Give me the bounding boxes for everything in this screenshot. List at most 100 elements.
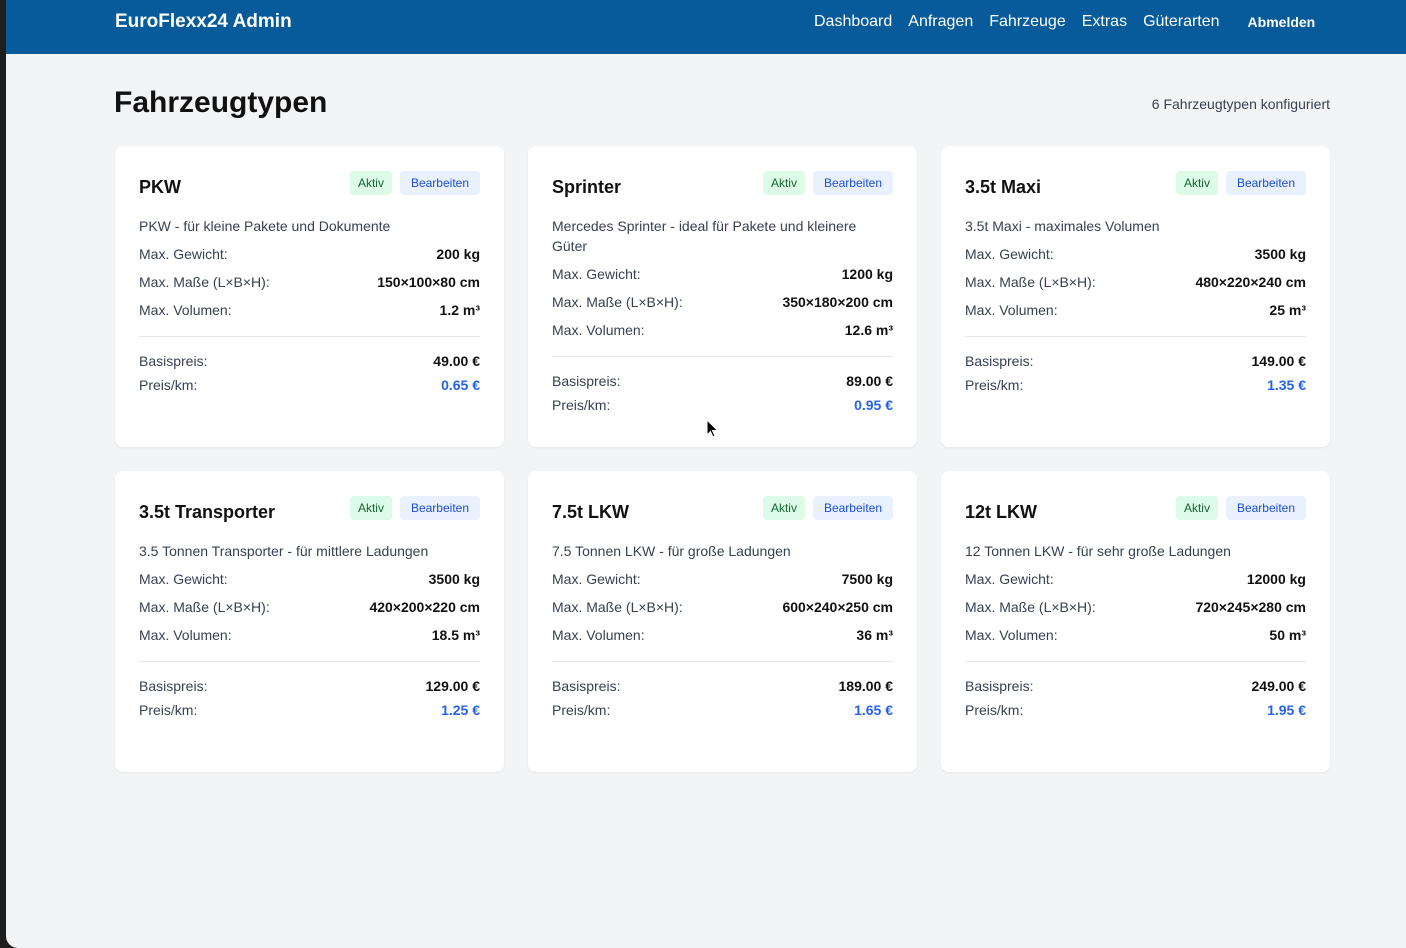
dimensions-label: Max. Maße (L×B×H): <box>965 274 1096 290</box>
divider <box>139 336 480 337</box>
edit-button[interactable]: Bearbeiten <box>399 496 480 520</box>
volume-value: 1.2 m³ <box>439 302 480 318</box>
dimensions-value: 480×220×240 cm <box>1195 274 1306 290</box>
vehicle-grid: PKW Aktiv Bearbeiten PKW - für kleine Pa… <box>115 146 1330 772</box>
vehicle-name: Sprinter <box>552 176 622 197</box>
weight-label: Max. Gewicht: <box>965 571 1054 587</box>
status-badge: Aktiv <box>349 171 392 195</box>
nav-anfragen[interactable]: Anfragen <box>908 13 974 30</box>
weight-value: 1200 kg <box>841 266 893 282</box>
vehicle-card: PKW Aktiv Bearbeiten PKW - für kleine Pa… <box>115 146 504 447</box>
dimensions-value: 150×100×80 cm <box>377 274 480 290</box>
price-per-km-value: 1.95 € <box>1267 702 1306 718</box>
base-price-label: Basispreis: <box>139 353 208 369</box>
vehicle-name: 7.5t LKW <box>552 501 630 522</box>
volume-value: 12.6 m³ <box>844 322 893 338</box>
base-price-value: 149.00 € <box>1251 353 1307 369</box>
vehicle-card: 12t LKW Aktiv Bearbeiten 12 Tonnen LKW -… <box>941 471 1330 772</box>
weight-label: Max. Gewicht: <box>965 246 1054 262</box>
logout-button[interactable]: Abmelden <box>1247 14 1316 30</box>
admin-page: EuroFlexx24 Admin Dashboard Anfragen Fah… <box>6 0 1406 948</box>
nav-extras[interactable]: Extras <box>1081 13 1128 30</box>
top-navbar: EuroFlexx24 Admin Dashboard Anfragen Fah… <box>6 0 1406 54</box>
price-per-km-value: 1.25 € <box>441 702 480 718</box>
price-per-km-label: Preis/km: <box>965 377 1024 393</box>
vehicle-name: 12t LKW <box>965 501 1037 522</box>
price-per-km-label: Preis/km: <box>139 702 198 718</box>
edit-button[interactable]: Bearbeiten <box>812 171 893 195</box>
nav-gueterarten[interactable]: Güterarten <box>1143 13 1220 30</box>
status-badge: Aktiv <box>762 171 805 195</box>
edit-button[interactable]: Bearbeiten <box>812 496 893 520</box>
price-per-km-value: 0.65 € <box>441 377 480 393</box>
base-price-label: Basispreis: <box>139 678 208 694</box>
weight-value: 12000 kg <box>1246 571 1306 587</box>
vehicle-description: 12 Tonnen LKW - für sehr große Ladungen <box>965 543 1231 559</box>
vehicle-description: PKW - für kleine Pakete und Dokumente <box>139 218 391 234</box>
dimensions-label: Max. Maße (L×B×H): <box>139 599 270 615</box>
weight-value: 3500 kg <box>428 571 480 587</box>
dimensions-label: Max. Maße (L×B×H): <box>139 274 270 290</box>
volume-value: 50 m³ <box>1269 627 1306 643</box>
divider <box>965 661 1306 662</box>
dimensions-value: 420×200×220 cm <box>369 599 480 615</box>
weight-label: Max. Gewicht: <box>139 246 228 262</box>
brand-title[interactable]: EuroFlexx24 Admin <box>115 11 292 32</box>
volume-value: 25 m³ <box>1269 302 1306 318</box>
dimensions-label: Max. Maße (L×B×H): <box>552 294 683 310</box>
dimensions-label: Max. Maße (L×B×H): <box>965 599 1096 615</box>
volume-label: Max. Volumen: <box>552 627 645 643</box>
volume-value: 18.5 m³ <box>431 627 480 643</box>
status-badge: Aktiv <box>1175 496 1218 520</box>
main-nav: Dashboard Anfragen Fahrzeuge Extras Güte… <box>814 13 1315 31</box>
base-price-value: 49.00 € <box>433 353 480 369</box>
base-price-value: 129.00 € <box>425 678 481 694</box>
volume-value: 36 m³ <box>856 627 893 643</box>
volume-label: Max. Volumen: <box>965 302 1058 318</box>
mouse-cursor-icon <box>706 419 719 438</box>
weight-label: Max. Gewicht: <box>552 266 641 282</box>
vehicle-card: 7.5t LKW Aktiv Bearbeiten 7.5 Tonnen LKW… <box>528 471 917 772</box>
divider <box>552 661 893 662</box>
weight-label: Max. Gewicht: <box>139 571 228 587</box>
vehicle-card: 3.5t Maxi Aktiv Bearbeiten 3.5t Maxi - m… <box>941 146 1330 447</box>
edit-button[interactable]: Bearbeiten <box>1225 496 1306 520</box>
nav-dashboard[interactable]: Dashboard <box>814 13 893 30</box>
vehicle-name: 3.5t Transporter <box>139 501 276 522</box>
base-price-label: Basispreis: <box>552 373 621 389</box>
base-price-label: Basispreis: <box>965 353 1034 369</box>
vehicle-description: Mercedes Sprinter - ideal für Pakete und… <box>552 218 857 254</box>
base-price-value: 189.00 € <box>838 678 894 694</box>
base-price-label: Basispreis: <box>552 678 621 694</box>
base-price-value: 249.00 € <box>1251 678 1307 694</box>
status-badge: Aktiv <box>762 496 805 520</box>
vehicle-description: 3.5t Maxi - maximales Volumen <box>965 218 1160 234</box>
nav-fahrzeuge[interactable]: Fahrzeuge <box>989 13 1066 30</box>
price-per-km-label: Preis/km: <box>965 702 1024 718</box>
price-per-km-label: Preis/km: <box>552 397 611 413</box>
dimensions-value: 720×245×280 cm <box>1195 599 1306 615</box>
status-badge: Aktiv <box>1175 171 1218 195</box>
weight-value: 7500 kg <box>841 571 893 587</box>
edit-button[interactable]: Bearbeiten <box>1225 171 1306 195</box>
price-per-km-label: Preis/km: <box>552 702 611 718</box>
vehicle-count: 6 Fahrzeugtypen konfiguriert <box>1151 96 1330 112</box>
vehicle-description: 3.5 Tonnen Transporter - für mittlere La… <box>139 543 429 559</box>
vehicle-card: Sprinter Aktiv Bearbeiten Mercedes Sprin… <box>528 146 917 447</box>
edit-button[interactable]: Bearbeiten <box>399 171 480 195</box>
price-per-km-value: 1.65 € <box>854 702 893 718</box>
volume-label: Max. Volumen: <box>139 302 232 318</box>
dimensions-value: 600×240×250 cm <box>782 599 893 615</box>
price-per-km-value: 1.35 € <box>1267 377 1306 393</box>
vehicle-name: 3.5t Maxi <box>965 176 1042 197</box>
weight-value: 200 kg <box>436 246 480 262</box>
dimensions-label: Max. Maße (L×B×H): <box>552 599 683 615</box>
weight-value: 3500 kg <box>1254 246 1306 262</box>
price-per-km-label: Preis/km: <box>139 377 198 393</box>
volume-label: Max. Volumen: <box>965 627 1058 643</box>
base-price-label: Basispreis: <box>965 678 1034 694</box>
divider <box>965 336 1306 337</box>
page-title: Fahrzeugtypen <box>114 86 328 119</box>
volume-label: Max. Volumen: <box>552 322 645 338</box>
status-badge: Aktiv <box>349 496 392 520</box>
